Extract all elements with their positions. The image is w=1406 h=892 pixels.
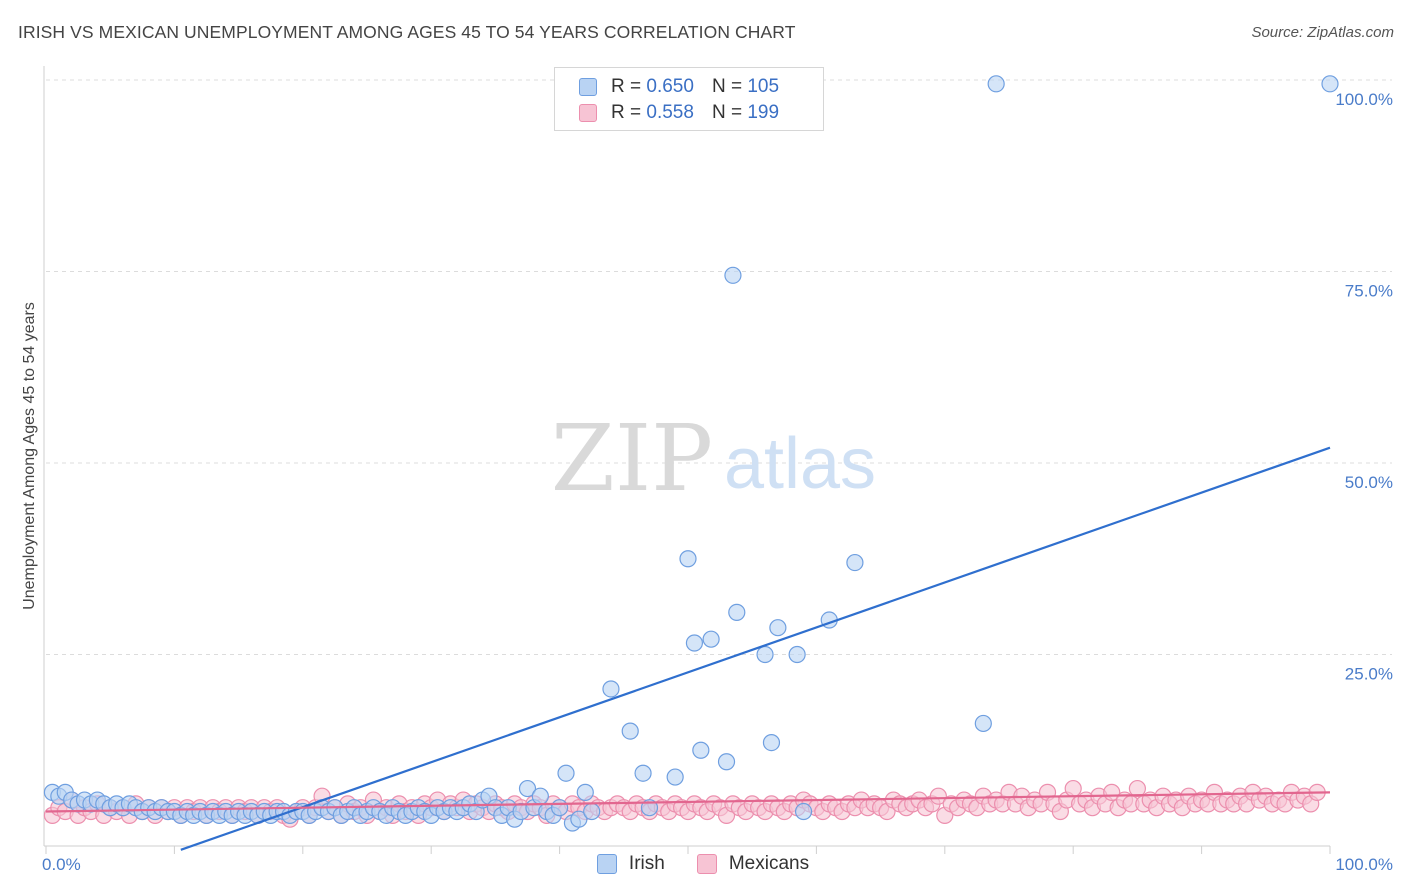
irish-point bbox=[518, 779, 537, 798]
watermark: ZIP atlas bbox=[551, 405, 876, 512]
legend-r-label: R = bbox=[611, 76, 642, 97]
irish-swatch bbox=[596, 854, 617, 874]
legend-r-value: 0.650 bbox=[646, 76, 694, 97]
legend-row-irish: R = 0.650 N = 105 bbox=[579, 75, 779, 99]
irish-point bbox=[621, 722, 639, 740]
legend-n-label: N = bbox=[711, 76, 743, 97]
y-tick-label: 100.0% bbox=[1335, 90, 1393, 109]
irish-point bbox=[557, 764, 575, 782]
irish-point bbox=[634, 764, 652, 782]
x-tick-label: 100.0% bbox=[1335, 855, 1393, 874]
trend-lines bbox=[45, 446, 1331, 851]
irish-point bbox=[685, 634, 704, 652]
irish-swatch bbox=[579, 78, 597, 96]
irish-point bbox=[794, 802, 813, 821]
irish-point bbox=[702, 630, 720, 648]
tick-labels: 25.0% 50.0% 75.0% 100.0% 0.0% 100.0% bbox=[42, 90, 1393, 874]
watermark-zip: ZIP bbox=[551, 405, 713, 512]
axes bbox=[43, 66, 1331, 854]
legend-n-value: 105 bbox=[747, 76, 780, 97]
grid-lines bbox=[46, 79, 1392, 655]
x-tick-label: 0.0% bbox=[42, 855, 81, 874]
irish-point bbox=[1321, 75, 1339, 93]
irish-point bbox=[717, 753, 736, 771]
irish-point bbox=[728, 603, 746, 621]
irish-point bbox=[756, 645, 774, 664]
watermark-atlas: atlas bbox=[724, 424, 876, 504]
mexicans-point bbox=[929, 787, 947, 805]
irish-trend-line bbox=[180, 446, 1331, 851]
legend-n-label: N = bbox=[711, 102, 743, 123]
legend-r-value: 0.558 bbox=[646, 102, 694, 123]
mexicans-point bbox=[1128, 779, 1147, 798]
y-tick-label: 75.0% bbox=[1345, 282, 1393, 301]
irish-point bbox=[550, 799, 569, 817]
series-legend: Irish Mexicans bbox=[0, 852, 1406, 876]
legend-item-irish[interactable]: Irish bbox=[596, 853, 665, 875]
legend-n-value: 199 bbox=[747, 102, 780, 123]
y-axis-label: Unemployment Among Ages 45 to 54 years bbox=[21, 302, 38, 610]
irish-point bbox=[846, 553, 864, 572]
legend-label-irish: Irish bbox=[628, 853, 665, 874]
mexicans-trend-line bbox=[45, 791, 1331, 813]
y-tick-label: 25.0% bbox=[1345, 665, 1393, 684]
irish-point bbox=[769, 619, 787, 637]
legend-label-mexicans: Mexicans bbox=[728, 853, 810, 874]
irish-point bbox=[570, 810, 588, 828]
source-label: Source: ZipAtlas.com bbox=[1251, 24, 1394, 41]
mexicans-swatch bbox=[696, 854, 717, 874]
stats-legend: R = 0.650 N = 105 R = 0.558 N = 199 bbox=[554, 67, 824, 131]
mexicans-swatch bbox=[579, 104, 597, 122]
irish-point bbox=[583, 802, 601, 821]
irish-point bbox=[974, 714, 992, 733]
irish-point bbox=[724, 266, 742, 284]
irish-point bbox=[788, 645, 806, 664]
irish-point bbox=[666, 768, 684, 786]
irish-point bbox=[987, 75, 1005, 93]
chart-title: IRISH VS MEXICAN UNEMPLOYMENT AMONG AGES… bbox=[18, 22, 796, 42]
irish-point bbox=[640, 799, 659, 817]
legend-r-label: R = bbox=[611, 102, 642, 123]
legend-row-mexicans: R = 0.558 N = 199 bbox=[579, 101, 779, 125]
irish-point bbox=[679, 550, 697, 568]
legend-item-mexicans[interactable]: Mexicans bbox=[696, 853, 810, 875]
mexicans-point bbox=[1064, 779, 1082, 798]
irish-point bbox=[531, 787, 549, 805]
irish-point bbox=[576, 783, 594, 801]
y-tick-label: 50.0% bbox=[1345, 473, 1393, 492]
irish-point bbox=[602, 680, 620, 698]
irish-point bbox=[762, 733, 781, 752]
irish-point bbox=[692, 741, 710, 759]
